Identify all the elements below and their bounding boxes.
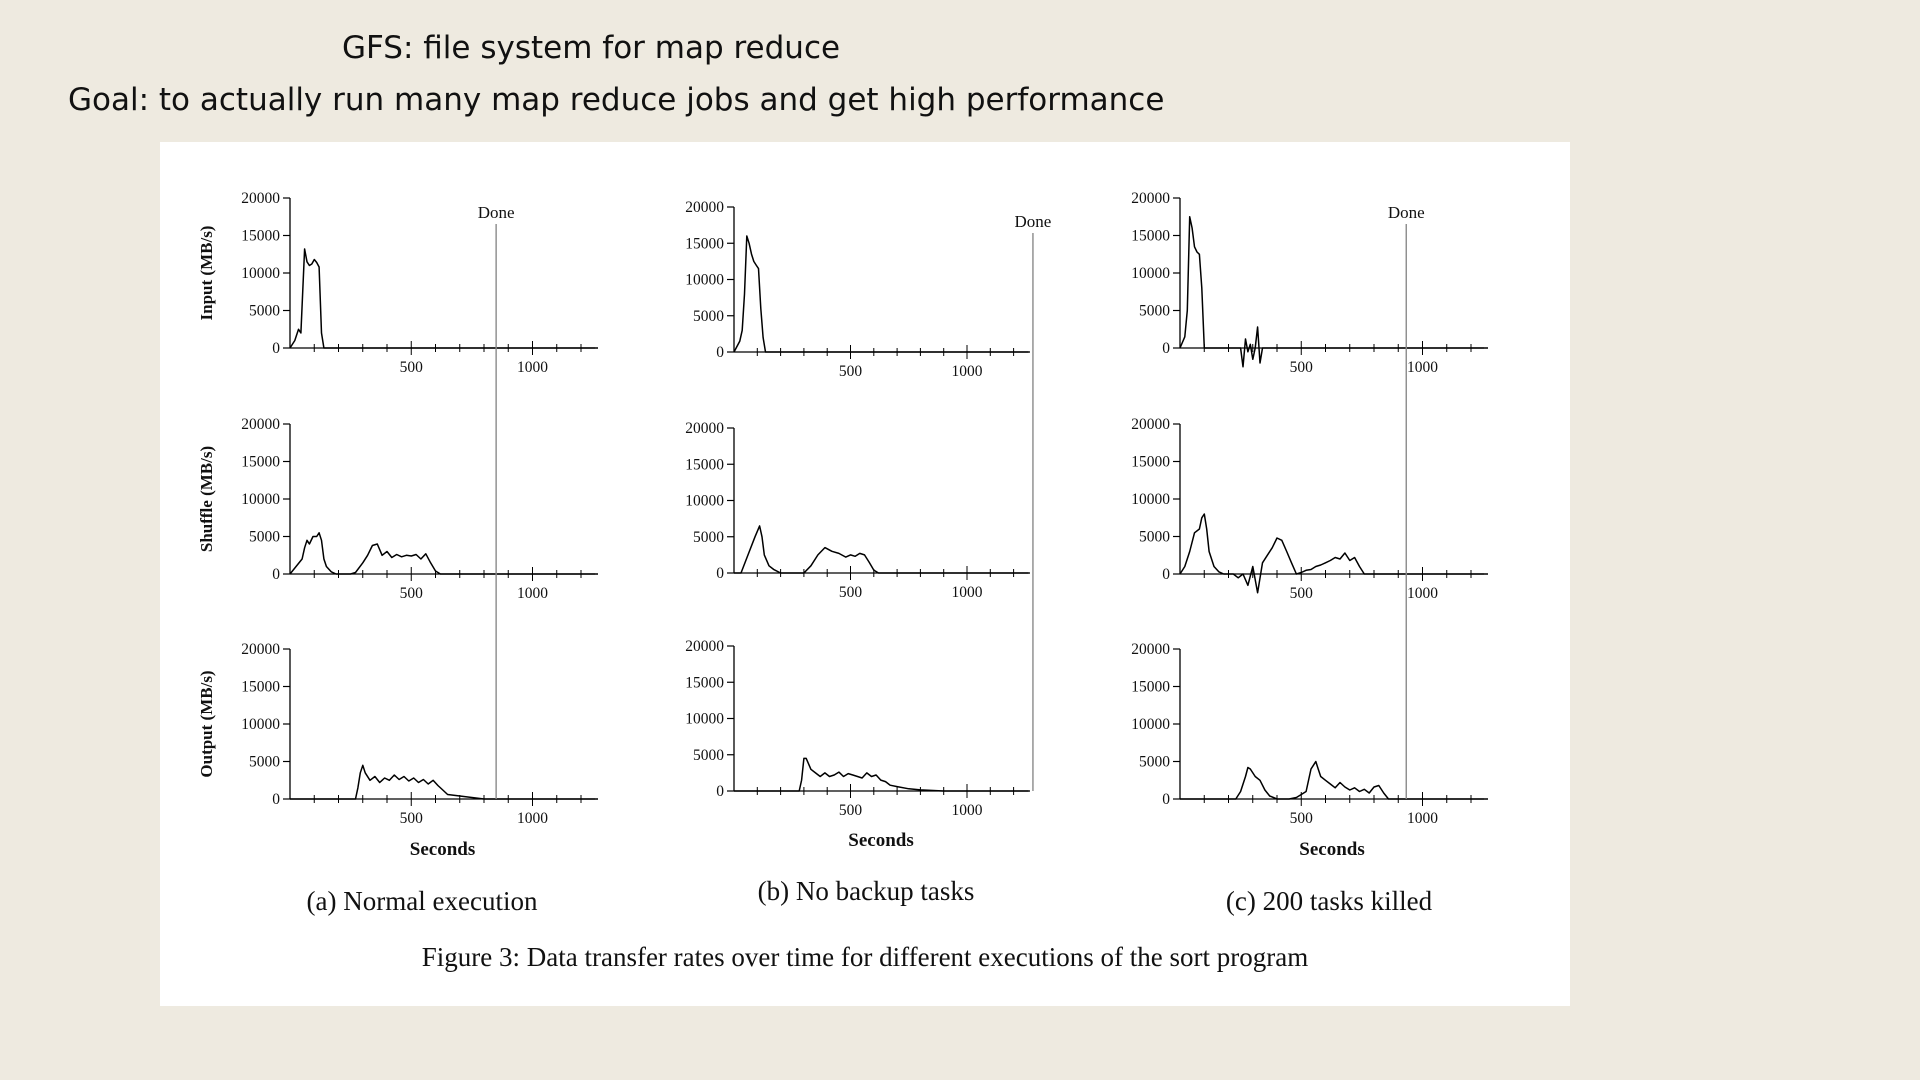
- panel-a-output-x-tick-label: 1000: [517, 810, 548, 827]
- panel-c-done-label: Done: [1388, 203, 1425, 222]
- panel-b-output-y-tick-label: 5000: [693, 747, 724, 764]
- panel-c-shuffle-y-tick-label: 5000: [1139, 529, 1170, 546]
- panel-b-output-y-tick-label: 0: [716, 783, 724, 800]
- panel-c-output-y-tick-label: 15000: [1131, 679, 1170, 696]
- panel-b-shuffle-y-tick-label: 20000: [685, 420, 724, 437]
- panel-b-input-series-line: [733, 235, 1030, 353]
- panel-b-shuffle-series-line: [734, 525, 1030, 574]
- panel-c-input-y-tick-label: 0: [1162, 340, 1170, 357]
- panel-c-shuffle-y-tick-label: 10000: [1131, 491, 1170, 508]
- panel-a-output-y-tick-label: 15000: [241, 679, 280, 696]
- panel-b-input-y-tick-label: 10000: [685, 272, 724, 289]
- figure-caption: Figure 3: Data transfer rates over time …: [422, 942, 1308, 972]
- panel-c-input-y-tick-label: 5000: [1139, 303, 1170, 320]
- panel-c-output-series-line: [1180, 760, 1488, 800]
- panel-a-subcaption: (a) Normal execution: [307, 886, 538, 916]
- panel-a-input-y-tick-label: 15000: [241, 228, 280, 245]
- panel-a-output-y-tick-label: 0: [272, 791, 280, 808]
- panel-a-input-y-label: Input (MB/s): [197, 226, 216, 321]
- panel-b-input-y-tick-label: 5000: [693, 308, 724, 325]
- panel-a-shuffle-y-tick-label: 15000: [241, 454, 280, 471]
- panel-a-shuffle-y-tick-label: 10000: [241, 491, 280, 508]
- panel-c-input-y-tick-label: 10000: [1131, 265, 1170, 282]
- panel-b-input-x-tick-label: 500: [839, 363, 863, 380]
- panel-c-input-y-tick-label: 15000: [1131, 228, 1170, 245]
- panel-a-output-y-tick-label: 5000: [249, 754, 280, 771]
- panel-b-output-y-tick-label: 10000: [685, 711, 724, 728]
- panel-a-shuffle-y-tick-label: 0: [272, 566, 280, 583]
- panel-c-input-x-tick-label: 1000: [1407, 359, 1438, 376]
- panel-a-shuffle-x-tick-label: 500: [400, 585, 424, 602]
- panel-b-input-y-tick-label: 20000: [685, 199, 724, 216]
- panel-a-x-label: Seconds: [410, 839, 475, 860]
- panel-a-output-series-line: [290, 764, 598, 800]
- panel-a-input-y-tick-label: 0: [272, 340, 280, 357]
- panel-a-output-y-tick-label: 20000: [241, 641, 280, 658]
- panel-c-input-y-tick-label: 20000: [1131, 190, 1170, 207]
- panel-b-done-label: Done: [1015, 212, 1052, 231]
- panel-b-shuffle-y-tick-label: 5000: [693, 529, 724, 546]
- panel-a-output-y-tick-label: 10000: [241, 716, 280, 733]
- panel-a-shuffle-y-label: Shuffle (MB/s): [197, 446, 216, 552]
- panel-c-shuffle-y-tick-label: 15000: [1131, 454, 1170, 471]
- panel-b-input-y-tick-label: 15000: [685, 235, 724, 252]
- figure-panel: 0 5000 10000 15000 20000 500 1000 Input (MB/s) 0…: [160, 142, 1570, 1006]
- panel-c-shuffle-x-tick-label: 500: [1290, 585, 1314, 602]
- panel-c-output-y-tick-label: 5000: [1139, 754, 1170, 771]
- panel-a-input-y-tick-label: 20000: [241, 190, 280, 207]
- panel-b-shuffle-y-tick-label: 10000: [685, 493, 724, 510]
- panel-b-output-series-line: [734, 757, 1030, 792]
- panel-c-shuffle-x-tick-label: 1000: [1407, 585, 1438, 602]
- panel-a-shuffle-series-line: [289, 532, 598, 575]
- panel-b-input-y-tick-label: 0: [716, 344, 724, 361]
- panel-b-shuffle-x-tick-label: 500: [839, 584, 863, 601]
- panel-b-output-x-tick-label: 1000: [952, 802, 983, 819]
- panel-c-x-label: Seconds: [1299, 839, 1364, 860]
- panel-c-output-y-tick-label: 20000: [1131, 641, 1170, 658]
- panel-a-done-label: Done: [478, 203, 515, 222]
- panel-a-shuffle-y-tick-label: 20000: [241, 416, 280, 433]
- panel-a-shuffle-x-tick-label: 1000: [517, 585, 548, 602]
- panel-b-output-x-tick-label: 500: [839, 802, 863, 819]
- panel-c-output-y-tick-label: 10000: [1131, 716, 1170, 733]
- panel-a-input-x-tick-label: 500: [400, 359, 424, 376]
- slide-goal-text: Goal: to actually run many map reduce jo…: [68, 82, 1165, 118]
- panel-a-output-y-label: Output (MB/s): [197, 670, 216, 777]
- panel-c-output-x-tick-label: 500: [1290, 810, 1314, 827]
- panel-c-shuffle-series-line: [1179, 513, 1488, 594]
- panel-b-shuffle-y-tick-label: 0: [716, 565, 724, 582]
- panel-b-output-y-tick-label: 15000: [685, 674, 724, 691]
- panel-a-shuffle-y-tick-label: 5000: [249, 529, 280, 546]
- panel-c-subcaption: (c) 200 tasks killed: [1226, 886, 1433, 916]
- panel-a-input-y-tick-label: 10000: [241, 265, 280, 282]
- panel-c-shuffle-y-tick-label: 20000: [1131, 416, 1170, 433]
- panel-a-input-y-tick-label: 5000: [249, 303, 280, 320]
- panel-c-shuffle-y-tick-label: 0: [1162, 566, 1170, 583]
- panel-b-output-y-tick-label: 20000: [685, 638, 724, 655]
- panel-b-input-x-tick-label: 1000: [952, 363, 983, 380]
- panel-c-input-series-line: [1179, 216, 1488, 368]
- panel-b-subcaption: (b) No backup tasks: [758, 876, 975, 906]
- panel-c-output-y-tick-label: 0: [1162, 791, 1170, 808]
- panel-b-x-label: Seconds: [848, 830, 913, 851]
- panel-b-shuffle-y-tick-label: 15000: [685, 456, 724, 473]
- panel-a-input-x-tick-label: 1000: [517, 359, 548, 376]
- panel-c-output-x-tick-label: 1000: [1407, 810, 1438, 827]
- slide-title: GFS: file system for map reduce: [342, 30, 841, 66]
- panel-a-output-x-tick-label: 500: [400, 810, 424, 827]
- panel-a-input-series-line: [289, 248, 598, 349]
- panel-c-input-x-tick-label: 500: [1290, 359, 1314, 376]
- panel-b-shuffle-x-tick-label: 1000: [952, 584, 983, 601]
